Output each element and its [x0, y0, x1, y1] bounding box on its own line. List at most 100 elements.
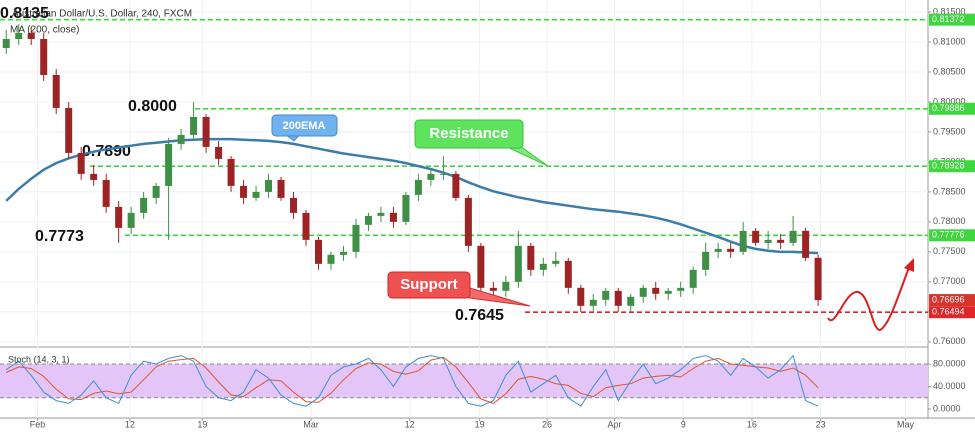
candle-body — [290, 197, 298, 213]
level-text: 0.8000 — [128, 98, 177, 115]
candle-body — [140, 197, 148, 213]
candle-body — [464, 197, 472, 246]
candle-body — [639, 287, 647, 297]
plot — [2, 23, 822, 312]
candle-body — [2, 38, 10, 48]
y-tick-label: 0.81500 — [933, 6, 966, 16]
candle-body — [77, 152, 85, 174]
candle-body — [165, 143, 173, 186]
last-price-tag — [929, 294, 975, 307]
axes: 0.815000.810000.805000.800000.795000.790… — [30, 6, 975, 429]
y-tick-label: 0.80500 — [933, 66, 966, 76]
candle-body — [664, 290, 672, 294]
candle-body — [589, 299, 597, 306]
candle-body — [552, 260, 560, 264]
callout-box — [414, 119, 524, 149]
candle-body — [27, 32, 35, 39]
candle-body — [652, 287, 660, 294]
level-text: 0.7645 — [455, 307, 504, 324]
candle-body — [627, 296, 635, 306]
candle-body — [177, 134, 185, 144]
ema-label: 200EMA — [283, 120, 326, 132]
level-tag — [929, 13, 975, 26]
level-text: 0.7773 — [35, 228, 84, 245]
candle-body — [190, 116, 198, 135]
candle-body — [215, 146, 223, 159]
candle-body — [265, 179, 273, 192]
stoch-d-line — [5, 356, 819, 404]
candle-body — [202, 116, 210, 147]
y-tick-label: 0.78500 — [933, 186, 966, 196]
candle-body — [539, 263, 547, 270]
resistance-callout: Resistance — [414, 119, 549, 167]
resistance-label: Resistance — [429, 125, 508, 142]
level-tag-label: 0.76494 — [932, 307, 965, 317]
candle-body — [314, 239, 322, 264]
candle-body — [489, 287, 497, 291]
last-price-label: 0.76696 — [932, 294, 965, 304]
candle-body — [227, 158, 235, 186]
candle-body — [252, 191, 260, 198]
candle-body — [240, 185, 248, 198]
candle-body — [90, 173, 98, 180]
level-tag — [929, 102, 975, 115]
stoch-tick-label: 80.0000 — [933, 358, 966, 368]
candle-body — [352, 224, 360, 252]
candle-body — [777, 239, 785, 243]
level-tag-label: 0.79886 — [932, 103, 965, 113]
projection-arrow — [827, 264, 911, 332]
stoch-pane — [0, 354, 928, 407]
x-tick-label: 12 — [405, 419, 415, 429]
candle-body — [739, 230, 747, 252]
candle-body — [52, 74, 60, 108]
x-tick-label: Mar — [303, 419, 319, 429]
candle-body — [714, 248, 722, 252]
support-label: Support — [400, 276, 458, 293]
y-tick-label: 0.76000 — [933, 336, 966, 346]
y-tick-label: 0.78000 — [933, 216, 966, 226]
callout-box — [271, 114, 338, 137]
candle-body — [339, 251, 347, 255]
candle-body — [564, 260, 572, 288]
candle-body — [364, 215, 372, 225]
callout-pointer — [504, 145, 549, 167]
candle-body — [452, 173, 460, 198]
candle-body — [302, 212, 310, 240]
x-tick-label: May — [897, 419, 915, 429]
stoch-tick-label: 40.0000 — [933, 381, 966, 391]
candle-body — [789, 230, 797, 243]
candle-body — [702, 251, 710, 270]
candle-body — [152, 185, 160, 198]
candle-body — [402, 194, 410, 222]
ema-callout: 200EMA — [271, 114, 338, 142]
y-tick-label: 0.81000 — [933, 36, 966, 46]
candle-body — [577, 287, 585, 306]
level-tag-label: 0.77776 — [932, 230, 965, 240]
x-tick-label: 26 — [542, 419, 552, 429]
callout-box — [387, 271, 471, 299]
y-tick-label: 0.80000 — [933, 96, 966, 106]
price-axis-bg — [928, 0, 975, 432]
candle-body — [277, 179, 285, 198]
candle-body — [527, 245, 535, 270]
candle-body — [389, 212, 397, 222]
level-text: 0.8135 — [0, 5, 49, 22]
candle-body — [614, 290, 622, 306]
candle-body — [502, 281, 510, 291]
candle-body — [377, 212, 385, 216]
candle-body — [764, 239, 772, 243]
grid — [0, 0, 928, 418]
support-callout: Support — [387, 271, 531, 307]
candle-body — [689, 269, 697, 288]
x-tick-label: 9 — [681, 419, 686, 429]
level-tag-label: 0.78928 — [932, 161, 965, 171]
candle-body — [414, 179, 422, 195]
candle-body — [102, 179, 110, 207]
x-tick-label: Feb — [30, 419, 46, 429]
candle-body — [327, 254, 335, 264]
candle-body — [802, 230, 810, 258]
projection-arrow-head — [904, 258, 914, 272]
candle-body — [115, 206, 123, 228]
level-tag — [929, 229, 975, 242]
